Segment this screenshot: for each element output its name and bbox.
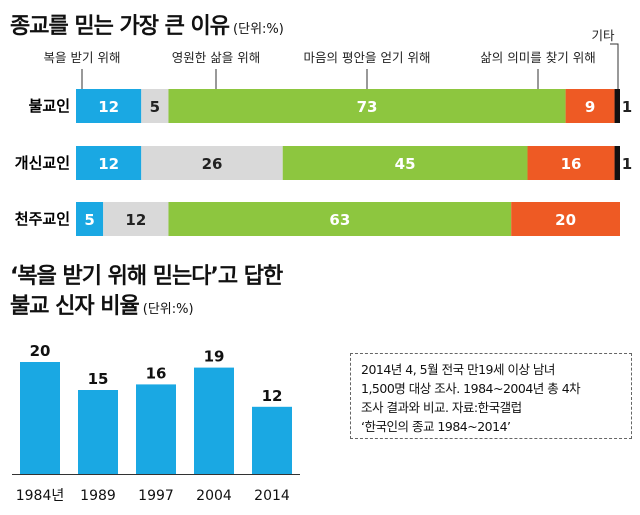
bar-segment-0-4 <box>614 89 620 123</box>
category-label-0: 불교인 <box>29 97 70 115</box>
data-label-1-1: 26 <box>202 155 223 173</box>
bar-segment-0-3 <box>565 89 615 123</box>
data-label-0-3: 9 <box>585 98 595 116</box>
year-label-3: 2004 <box>196 488 232 504</box>
bar-segment-1-3 <box>527 146 615 180</box>
chart2-unit: (단위:%) <box>142 302 194 317</box>
data-label-0-2: 73 <box>357 98 378 116</box>
year-bar-1 <box>78 390 118 474</box>
data-label-0-1: 5 <box>150 98 160 116</box>
bar-segment-0-2 <box>168 89 566 123</box>
legend-label-3: 삶의 의미를 찾기 위해 <box>480 50 595 65</box>
data-label-2-1: 12 <box>125 211 146 229</box>
year-bar-3 <box>194 367 234 474</box>
bar-segment-0-0 <box>76 89 142 123</box>
year-label-4: 2014 <box>254 488 290 504</box>
year-value-4: 12 <box>262 387 283 405</box>
bar-segment-1-2 <box>282 146 528 180</box>
legend-connector-4 <box>610 43 619 89</box>
data-label-0-4: 1 <box>622 98 632 116</box>
data-label-1-0: 12 <box>98 155 119 173</box>
bar-segment-1-0 <box>76 146 142 180</box>
data-label-1-2: 45 <box>395 155 416 173</box>
bar-segment-1-4 <box>614 146 620 180</box>
year-bar-4 <box>252 406 292 474</box>
bar-segment-2-3 <box>511 202 620 236</box>
legend-label-4: 기타 <box>591 28 615 43</box>
note-line-2: 1,500명 대상 조사. 1984~2004년 총 4차 <box>361 381 581 396</box>
year-value-0: 20 <box>30 342 51 360</box>
year-bar-2 <box>136 384 176 474</box>
chart1-title: 종교를 믿는 가장 큰 이유 (단위:%) <box>10 8 284 40</box>
chart2-title-line-1: ‘복을 받기 위해 믿는다’고 답한 <box>10 264 283 289</box>
year-label-0: 1984년 <box>16 488 65 504</box>
data-label-2-0: 5 <box>84 211 94 229</box>
legend-label-0: 복을 받기 위해 <box>44 50 121 65</box>
data-label-0-0: 12 <box>98 98 119 116</box>
note-line-3: 조사 결과와 비교. 자료:한국갤럽 <box>361 400 522 415</box>
source-note: 2014년 4, 5월 전국 만19세 이상 남녀 1,500명 대상 조사. … <box>350 353 632 439</box>
year-value-2: 16 <box>146 364 167 382</box>
chart2-title-line-2: 불교 신자 비율 <box>10 294 140 319</box>
chart1-title-text: 종교를 믿는 가장 큰 이유 <box>10 14 230 39</box>
bar-segment-2-0 <box>76 202 104 236</box>
category-label-2: 천주교인 <box>15 210 70 228</box>
year-value-1: 15 <box>88 370 109 388</box>
year-bar-0 <box>20 362 60 474</box>
bar-segment-2-1 <box>103 202 169 236</box>
data-label-1-4: 1 <box>622 155 632 173</box>
note-line-1: 2014년 4, 5월 전국 만19세 이상 남녀 <box>361 362 555 377</box>
year-label-1: 1989 <box>80 488 116 504</box>
category-label-1: 개신교인 <box>15 154 70 172</box>
year-value-3: 19 <box>204 348 225 366</box>
bar-segment-0-1 <box>141 89 169 123</box>
year-label-2: 1997 <box>138 488 174 504</box>
data-label-1-3: 16 <box>561 155 582 173</box>
data-label-2-3: 20 <box>555 211 576 229</box>
bar-segment-2-2 <box>168 202 512 236</box>
data-label-2-2: 63 <box>329 211 350 229</box>
note-line-4: ‘한국인의 종교 1984~2014’ <box>361 419 511 434</box>
chart2-title: ‘복을 받기 위해 믿는다’고 답한 불교 신자 비율 (단위:%) <box>10 262 283 325</box>
chart1-unit: (단위:%) <box>233 22 284 37</box>
legend-label-2: 마음의 평안을 얻기 위해 <box>304 50 431 65</box>
legend-label-1: 영원한 삶을 위해 <box>172 50 260 65</box>
bar-segment-1-1 <box>141 146 283 180</box>
